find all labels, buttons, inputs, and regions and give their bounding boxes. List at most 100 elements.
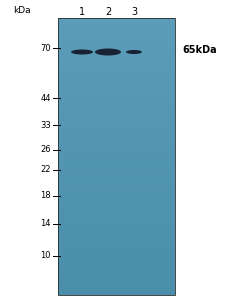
Bar	[58, 227, 174, 229]
Bar	[58, 50, 174, 52]
Bar	[58, 282, 174, 284]
Bar	[58, 127, 174, 129]
Bar	[58, 61, 174, 63]
Bar	[58, 86, 174, 89]
Bar	[58, 188, 174, 190]
Bar	[58, 216, 174, 218]
Ellipse shape	[125, 50, 141, 54]
Bar	[58, 269, 174, 272]
Bar	[58, 114, 174, 116]
Bar	[58, 62, 174, 65]
Bar	[58, 109, 174, 111]
Bar	[58, 171, 174, 174]
Ellipse shape	[71, 50, 93, 55]
Text: kDa: kDa	[13, 5, 31, 14]
Bar	[58, 179, 174, 181]
Bar	[58, 96, 174, 98]
Bar	[58, 243, 174, 246]
Bar	[58, 64, 174, 67]
Bar	[58, 68, 174, 70]
Bar	[58, 293, 174, 295]
Bar	[58, 205, 174, 207]
Bar	[58, 118, 174, 120]
Bar	[58, 214, 174, 216]
Bar	[58, 77, 174, 80]
Bar	[58, 37, 174, 39]
Text: 10: 10	[40, 251, 51, 260]
Bar	[58, 44, 174, 46]
Bar	[58, 230, 174, 233]
Bar	[58, 23, 174, 26]
Bar	[58, 158, 174, 161]
Bar	[58, 203, 174, 205]
Bar	[58, 153, 174, 155]
Text: 26: 26	[40, 146, 51, 154]
Bar	[58, 199, 174, 201]
Bar	[58, 18, 174, 20]
Bar	[58, 134, 174, 137]
Bar	[58, 162, 174, 164]
Bar	[58, 130, 174, 133]
Bar	[58, 40, 174, 43]
Bar	[58, 146, 174, 148]
Text: 70: 70	[40, 44, 51, 52]
Text: 18: 18	[40, 191, 51, 200]
Bar	[58, 79, 174, 81]
Bar	[58, 29, 174, 32]
Bar	[58, 123, 174, 126]
Bar	[58, 238, 174, 240]
Bar	[58, 57, 174, 59]
Bar	[58, 103, 174, 105]
Bar	[58, 112, 174, 115]
Bar	[58, 72, 174, 74]
Bar	[58, 251, 174, 253]
Bar	[58, 286, 174, 288]
Bar	[58, 136, 174, 139]
Bar	[58, 20, 174, 22]
Bar	[58, 264, 174, 266]
Bar	[58, 110, 174, 113]
Bar	[58, 271, 174, 273]
Bar	[58, 225, 174, 227]
Bar	[58, 288, 174, 290]
Bar	[58, 82, 174, 85]
Bar	[58, 51, 174, 54]
Bar	[58, 219, 174, 222]
Bar	[58, 236, 174, 238]
Bar	[58, 90, 174, 92]
Bar	[58, 149, 174, 152]
Bar	[58, 206, 174, 209]
Bar	[58, 229, 174, 231]
Bar	[58, 192, 174, 194]
Bar	[58, 168, 174, 170]
Bar	[58, 262, 174, 264]
Bar	[58, 253, 174, 255]
Bar	[58, 212, 174, 214]
Bar	[58, 266, 174, 268]
Bar	[58, 218, 174, 220]
Bar	[58, 194, 174, 196]
Bar	[58, 147, 174, 150]
Bar	[58, 201, 174, 203]
Text: 44: 44	[40, 94, 51, 103]
Bar	[58, 140, 174, 142]
Bar	[58, 85, 174, 87]
Bar	[58, 249, 174, 251]
Text: 2: 2	[104, 7, 111, 17]
Bar	[58, 27, 174, 30]
Text: 3: 3	[130, 7, 137, 17]
Bar	[58, 221, 174, 224]
Text: 14: 14	[40, 220, 51, 229]
Bar	[58, 223, 174, 225]
Text: 22: 22	[40, 166, 51, 175]
Bar	[58, 122, 174, 124]
Bar	[58, 273, 174, 275]
Bar	[58, 182, 174, 185]
Bar	[58, 177, 174, 179]
Bar	[58, 42, 174, 44]
Bar	[58, 267, 174, 270]
Bar	[58, 55, 174, 57]
Bar	[58, 166, 174, 168]
Bar	[58, 208, 174, 211]
Text: 65kDa: 65kDa	[181, 45, 216, 55]
